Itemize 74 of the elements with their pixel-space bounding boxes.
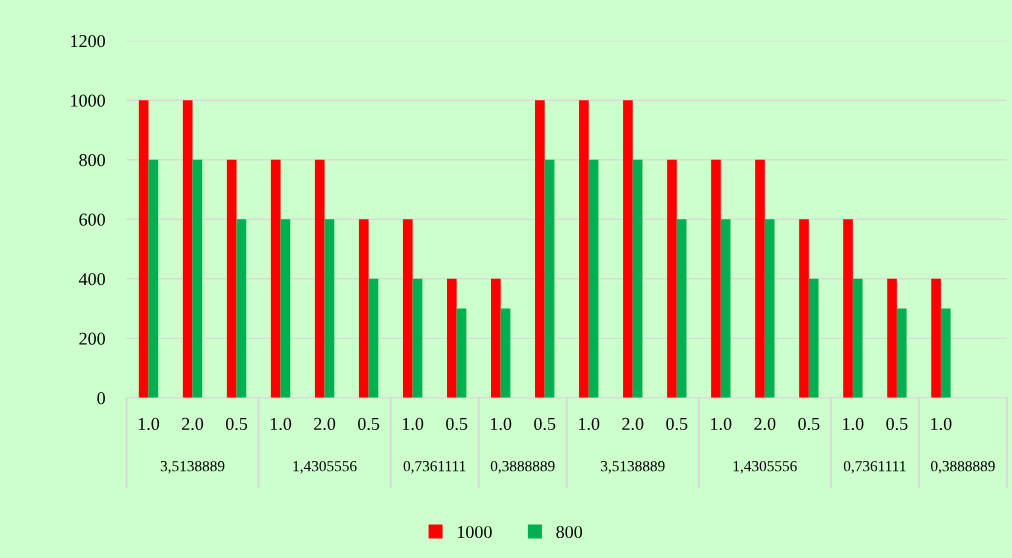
bar <box>446 278 457 398</box>
text: 0,7361111 <box>403 461 466 474</box>
x-tick-label: 1.0 <box>579 417 600 431</box>
bar <box>764 219 775 398</box>
x-tick-label: 1.0 <box>843 417 864 431</box>
bar <box>192 159 203 398</box>
x-tick-label: 2.0 <box>314 417 336 431</box>
bar <box>270 159 281 398</box>
bar <box>579 100 589 398</box>
bar <box>896 308 907 398</box>
bar <box>138 100 149 398</box>
bar <box>667 159 677 398</box>
bar <box>456 308 467 398</box>
bar <box>500 308 511 398</box>
bar <box>314 159 325 398</box>
y-tick-label: 200 <box>79 332 105 345</box>
x-tick-label: 1.0 <box>270 417 292 431</box>
legend-label: 1000 <box>457 525 492 539</box>
bar <box>324 219 335 398</box>
x-tick-label: 0.5 <box>534 417 556 431</box>
bar <box>623 100 633 398</box>
x-tick-label: 1.0 <box>402 417 424 431</box>
x-tick-label: 1.0 <box>138 417 160 431</box>
x-tick-label: 0.5 <box>886 417 908 431</box>
bar <box>843 219 853 398</box>
bar <box>182 100 193 398</box>
bar <box>632 159 643 398</box>
bar <box>808 278 819 398</box>
legend-label: 800 <box>556 525 583 539</box>
text: 1,4305556 <box>293 461 357 474</box>
bar <box>280 219 291 398</box>
bar <box>755 159 765 398</box>
bar <box>720 219 731 398</box>
y-tick-label: 600 <box>79 213 105 226</box>
text: 0,7361111 <box>843 461 906 474</box>
x-tick-label: 0.5 <box>666 417 688 431</box>
y-tick-label: 800 <box>79 154 105 167</box>
bar <box>544 159 555 398</box>
x-tick-label: 0.5 <box>446 417 468 431</box>
x-tick-label: 0.5 <box>798 417 820 431</box>
x-tick-label: 2.0 <box>622 417 644 431</box>
bar <box>226 159 237 398</box>
bar <box>931 278 941 398</box>
bar <box>148 159 159 398</box>
x-tick-label: 1.0 <box>931 417 952 431</box>
bar <box>402 219 413 398</box>
bar <box>799 219 809 398</box>
bar <box>491 278 501 398</box>
bar <box>412 278 423 398</box>
x-tick-label: 0.5 <box>358 417 380 431</box>
bar <box>535 100 545 398</box>
bar <box>358 219 369 398</box>
y-tick-label: 1200 <box>71 34 105 48</box>
bar <box>852 278 863 398</box>
x-tick-label: 1.0 <box>711 417 732 431</box>
y-tick-label: 0 <box>97 392 105 405</box>
y-tick-label: 1000 <box>71 94 105 107</box>
text: 0,3888889 <box>490 461 555 474</box>
bar <box>711 159 721 398</box>
text: 1,4305556 <box>733 461 797 474</box>
bar <box>588 159 599 398</box>
x-tick-label: 2.0 <box>754 417 776 431</box>
text: 3,5138889 <box>601 461 665 474</box>
x-tick-label: 2.0 <box>182 417 204 431</box>
x-tick-label: 0.5 <box>225 417 248 431</box>
x-tick-label: 1.0 <box>490 417 512 431</box>
y-tick-label: 400 <box>78 273 105 286</box>
bar <box>676 219 687 398</box>
text: 0,3888889 <box>931 461 995 474</box>
bar <box>368 278 379 398</box>
bar <box>887 278 897 398</box>
bar <box>940 308 951 398</box>
bar <box>236 219 247 398</box>
text: 3,5138889 <box>160 461 225 474</box>
